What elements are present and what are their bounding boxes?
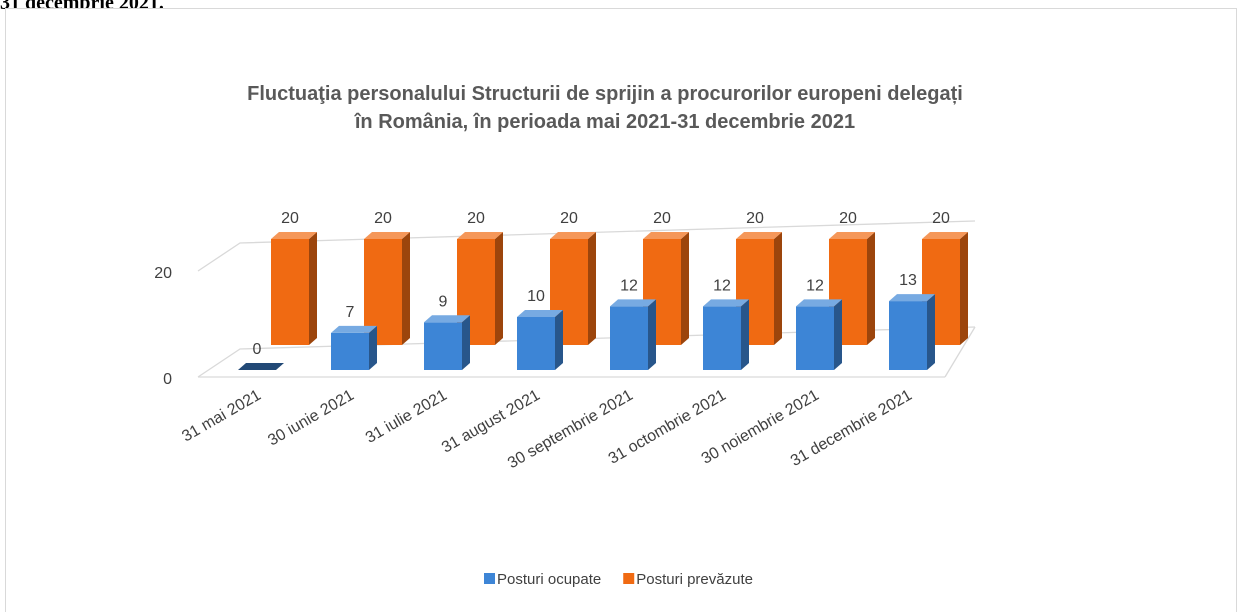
data-label: 20 [746, 210, 764, 227]
bar-side [495, 232, 503, 345]
bar-top [643, 232, 689, 239]
bar-side [402, 232, 410, 345]
data-label: 12 [713, 277, 731, 294]
bar-side [867, 232, 875, 345]
data-label: 12 [806, 277, 824, 294]
x-tick-label: 31 iulie 2021 [363, 387, 450, 447]
chart-title: Fluctuaţia personalului Structurii de sp… [247, 83, 963, 105]
data-label: 20 [839, 210, 857, 227]
bar [610, 306, 648, 370]
x-tick-label: 30 iunie 2021 [265, 387, 357, 450]
data-label: 12 [620, 277, 638, 294]
bar-top [238, 363, 284, 370]
bar-top [922, 232, 968, 239]
chart-title: în România, în perioada mai 2021-31 dece… [354, 111, 855, 133]
bar-side [774, 232, 782, 345]
legend-swatch [484, 573, 495, 584]
x-tick-label: 31 mai 2021 [179, 387, 264, 446]
bar-side [681, 232, 689, 345]
bar [331, 332, 369, 370]
bar-top [736, 232, 782, 239]
data-label: 20 [653, 210, 671, 227]
data-label: 20 [560, 210, 578, 227]
bar-top [517, 310, 563, 317]
bar-top [364, 232, 410, 239]
data-label: 0 [253, 341, 262, 358]
bar-top [829, 232, 875, 239]
document-text: 31 decembrie 2021. [0, 0, 164, 14]
data-label: 13 [899, 272, 917, 289]
legend-swatch [623, 573, 635, 584]
legend-label: Posturi ocupate [497, 571, 601, 588]
bar-side [555, 310, 563, 370]
data-label: 20 [374, 210, 392, 227]
bar-side [588, 232, 596, 345]
bar-top [457, 232, 503, 239]
bar-top [889, 294, 935, 302]
bar-top [610, 299, 656, 307]
bar-top [796, 299, 842, 307]
bar [889, 301, 927, 370]
data-label: 20 [467, 210, 485, 227]
bar-top [550, 232, 596, 239]
bar [796, 306, 834, 370]
legend-label: Posturi prevăzute [636, 571, 753, 588]
bar-side [462, 315, 470, 370]
bar-side [309, 232, 317, 345]
bar [271, 239, 309, 345]
y-tick-label: 20 [154, 265, 172, 282]
grid-line [197, 220, 976, 272]
bar-side [834, 299, 842, 370]
bar-side [741, 299, 749, 370]
data-label: 10 [527, 288, 545, 305]
bar [424, 322, 462, 370]
bar-top [331, 325, 377, 333]
data-label: 9 [439, 293, 448, 310]
chart-frame [5, 8, 1237, 612]
data-label: 7 [346, 304, 355, 321]
bar-side [648, 299, 656, 370]
bar-side [927, 294, 935, 370]
bar-side [960, 232, 968, 345]
bar [517, 317, 555, 370]
bar [703, 306, 741, 370]
y-tick-label: 0 [163, 371, 172, 388]
floor-line [944, 326, 976, 378]
bar-top [424, 315, 470, 323]
bar-top [271, 232, 317, 239]
data-label: 20 [281, 210, 299, 227]
data-label: 20 [932, 210, 950, 227]
bar-top [703, 299, 749, 307]
bar-side [369, 325, 377, 370]
